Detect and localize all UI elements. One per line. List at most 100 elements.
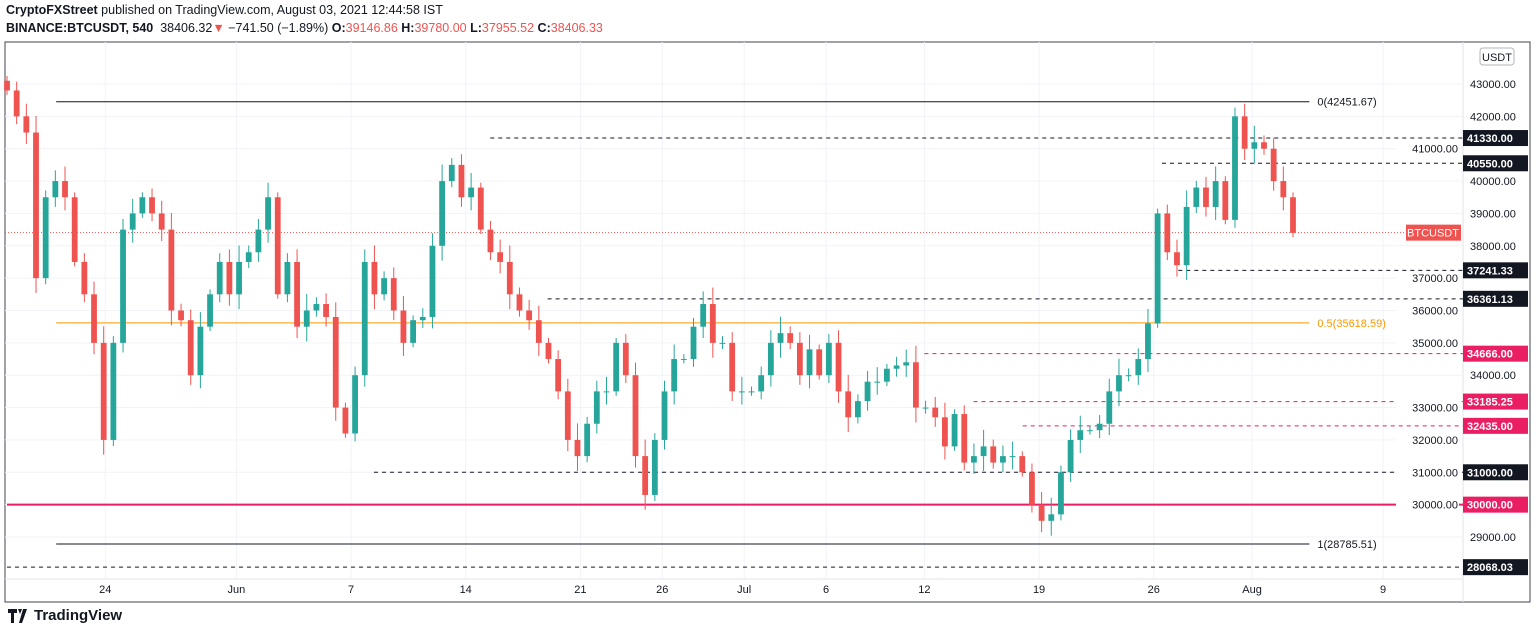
y-tick-label: 30000.00 (1412, 500, 1458, 512)
candle-body (1164, 213, 1171, 253)
candle-body (1290, 197, 1296, 233)
candle-body (642, 456, 649, 495)
fib-level-label: 0.5(35618.59) (1317, 318, 1386, 330)
candle-body (709, 304, 716, 343)
candle-body (207, 294, 213, 327)
author[interactable]: CryptoFXStreet (6, 3, 98, 17)
candle-body (971, 456, 977, 463)
level-price-tag (1463, 496, 1528, 513)
y-tick-label-bg (1396, 432, 1459, 447)
y-tick-label-bg (1396, 141, 1459, 156)
candle-body (1280, 181, 1287, 198)
candle-body (516, 294, 523, 311)
y-tick-label: 34000.00 (1470, 370, 1516, 382)
candle-body (951, 414, 958, 447)
y-tick-label: 33000.00 (1412, 403, 1458, 415)
candle-body (419, 316, 426, 321)
candle-body (980, 446, 987, 457)
symbol-label[interactable]: BINANCE:BTCUSDT, 540 (6, 21, 154, 35)
down-arrow-icon: ▼ (212, 21, 225, 35)
x-tick-label: Jul (737, 584, 751, 596)
candle-body (265, 197, 271, 230)
candle-body (216, 261, 223, 295)
ohlc-legend: BINANCE:BTCUSDT, 540 38406.32▼ −741.50 (… (6, 21, 603, 35)
level-price-tag (1463, 417, 1528, 434)
x-tick-label: 21 (574, 584, 586, 596)
candle-body (342, 407, 349, 434)
y-tick-label-bg (1396, 497, 1459, 512)
low-value: 37955.52 (481, 21, 535, 35)
candle-body (893, 365, 900, 369)
candle-body (922, 407, 929, 409)
level-price-label: 31000.00 (1467, 467, 1513, 479)
y-tick-label: 35000.00 (1412, 338, 1458, 350)
close-value: 38406.33 (550, 21, 603, 35)
candle-body (1106, 391, 1113, 424)
high-value: 39780.00 (414, 21, 467, 35)
tradingview-logo-icon (8, 608, 27, 623)
candle-body (961, 414, 968, 463)
candle-body (787, 333, 794, 343)
candle-body (158, 213, 165, 230)
currency-badge[interactable]: USDT (1479, 47, 1515, 66)
y-tick-label: 29000.00 (1470, 532, 1516, 544)
candle-body (13, 90, 20, 117)
candle-body (1135, 359, 1142, 376)
x-tick-label: 9 (1380, 584, 1386, 596)
candle-body (448, 164, 455, 182)
candle-body (226, 261, 233, 295)
candle-body (825, 342, 832, 376)
candle-body (671, 359, 678, 392)
x-tick-label: Jun (227, 584, 245, 596)
tradingview-logo[interactable]: TradingView (8, 607, 122, 624)
x-tick-label: 14 (460, 584, 472, 596)
level-price-label: 30000.00 (1467, 500, 1513, 512)
candle-body (284, 261, 291, 295)
candle-body (71, 197, 78, 262)
y-tick-label-bg (1396, 465, 1459, 480)
y-tick-label: 41000.00 (1412, 144, 1458, 156)
candle-body (477, 187, 484, 230)
x-tick-label: 26 (656, 584, 668, 596)
x-tick-label: 24 (99, 584, 111, 596)
candle-body (535, 320, 542, 343)
level-price-tag (1463, 393, 1528, 410)
candle-body (555, 359, 562, 392)
x-tick-label: 7 (348, 584, 354, 596)
candle-body (468, 187, 475, 198)
candle-body (690, 326, 697, 360)
candle-body (1029, 472, 1035, 505)
x-tick-label: 19 (1033, 584, 1045, 596)
candle-body (1096, 423, 1103, 431)
candle-body (1000, 456, 1006, 463)
candle-body (458, 164, 465, 198)
candle-body (139, 197, 146, 214)
y-tick-label-bg (1396, 271, 1459, 286)
candle-body (303, 310, 310, 327)
candle-body (1125, 375, 1132, 377)
candle-body (1019, 456, 1026, 473)
level-price-label: 28068.03 (1467, 562, 1513, 574)
candle-body (1222, 181, 1229, 220)
chart-frame (4, 41, 1531, 603)
open-label: O: (331, 21, 346, 35)
candle-body (313, 304, 320, 311)
candle-body (777, 333, 784, 343)
level-price-label: 40550.00 (1467, 158, 1513, 170)
level-price-tag (1463, 345, 1528, 362)
candle-body (1067, 439, 1074, 473)
candle-body (91, 294, 97, 343)
candle-body (506, 261, 513, 295)
candle-body (294, 261, 300, 327)
candle-body (738, 391, 745, 393)
candle-body (110, 342, 117, 440)
level-price-label: 33185.25 (1467, 397, 1513, 409)
candle-body (197, 326, 204, 376)
candle-body (274, 197, 281, 295)
candle-body (661, 391, 668, 440)
candle-body (680, 359, 687, 361)
candle-body (62, 181, 68, 198)
candle-body (613, 342, 620, 392)
